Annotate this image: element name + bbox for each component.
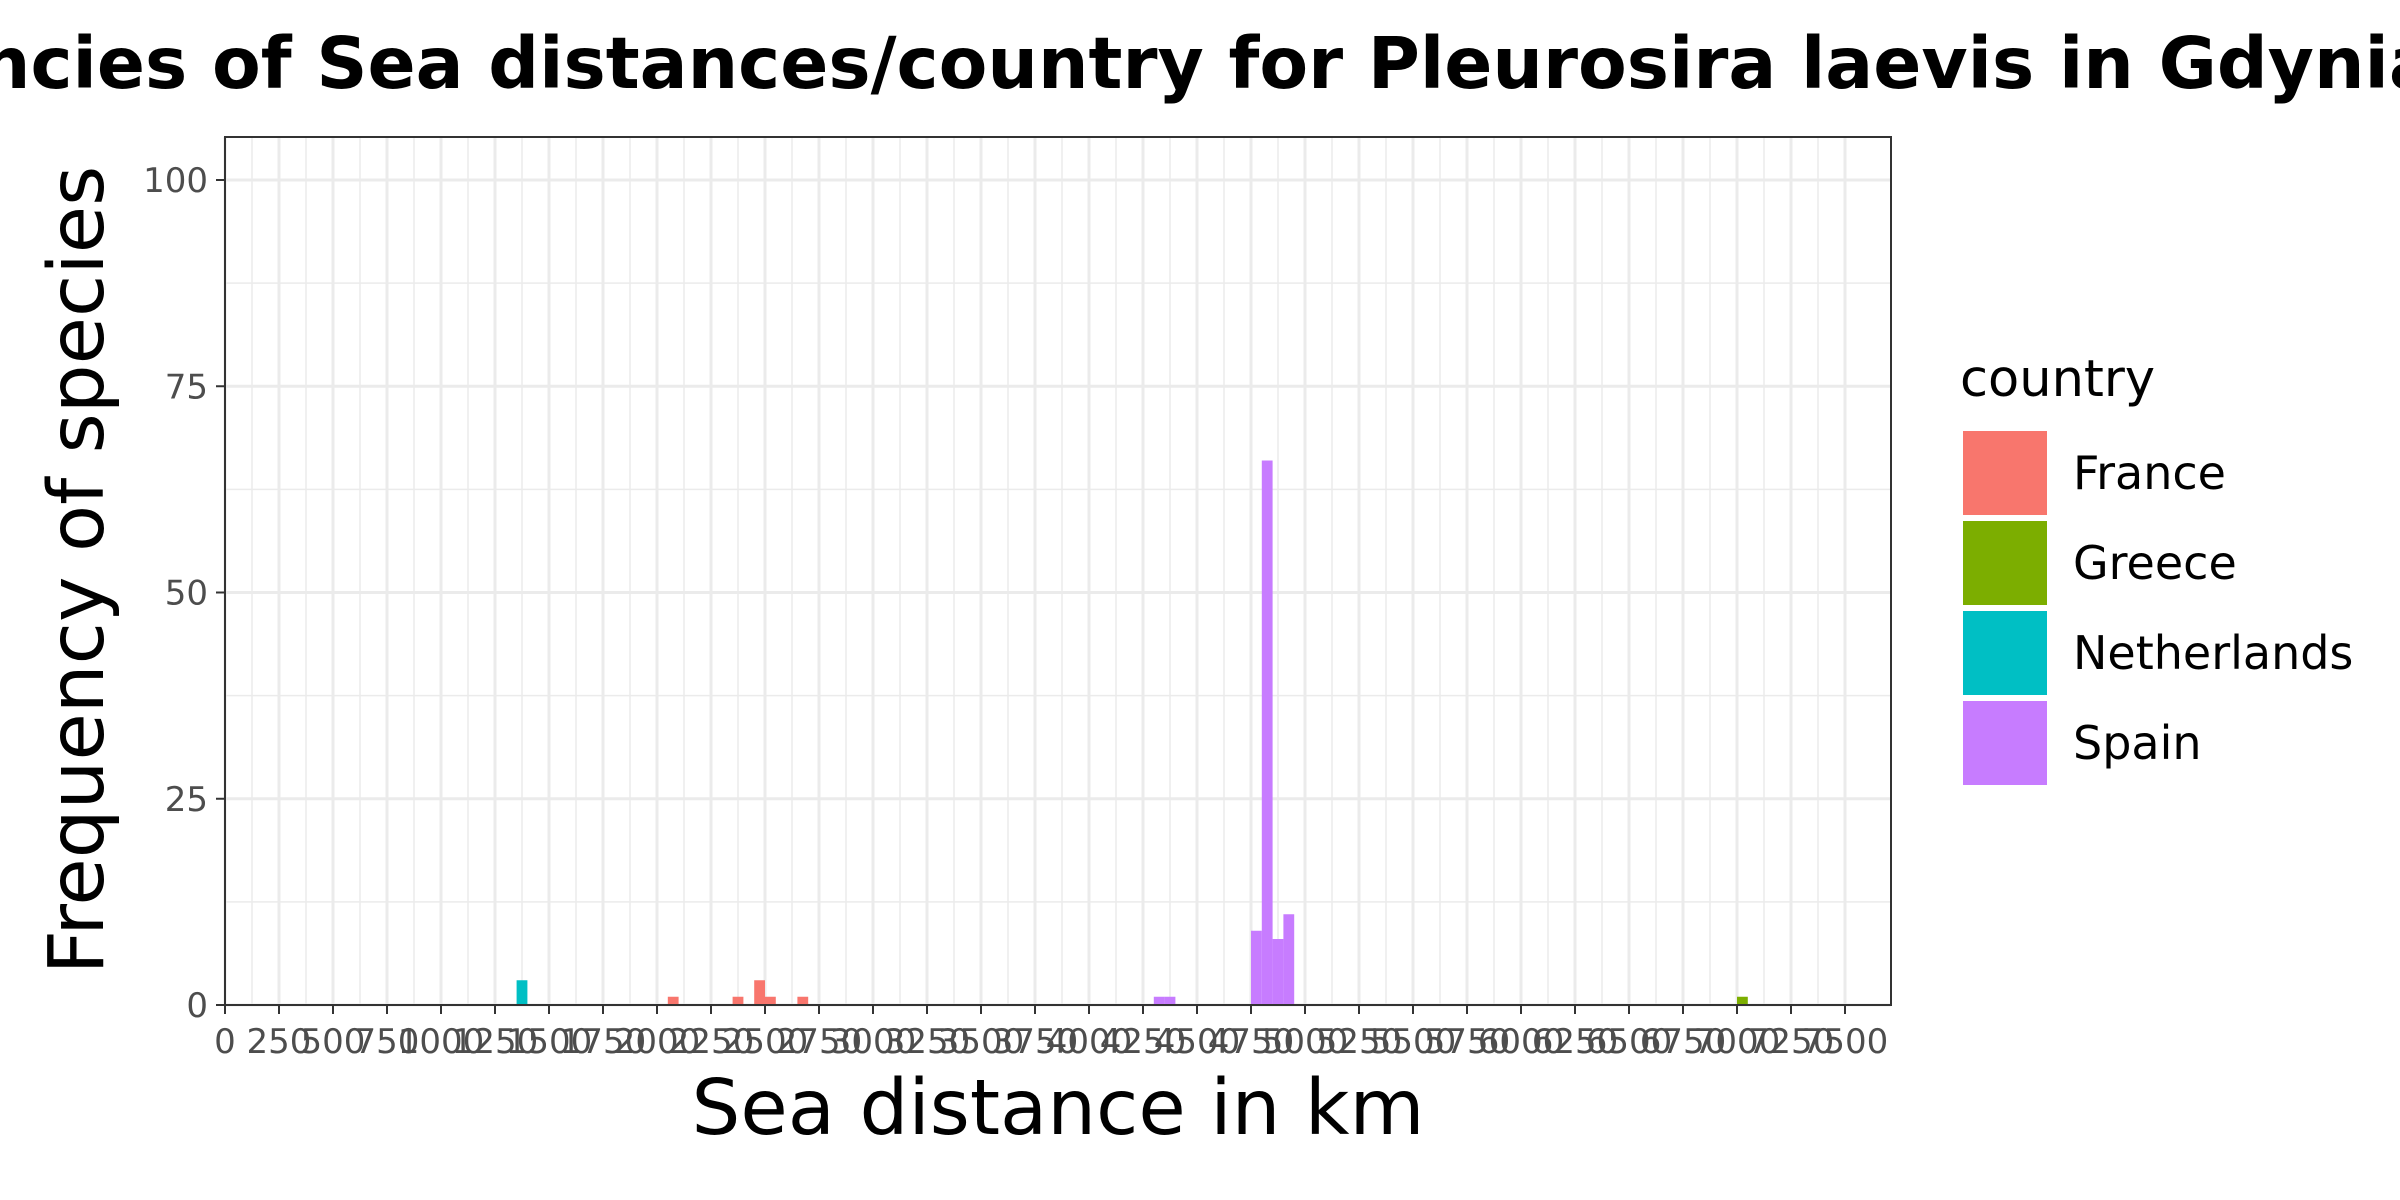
x-tick-label: 750 [355, 1022, 420, 1062]
legend-key-france [1963, 431, 2047, 515]
legend-key-spain [1963, 701, 2047, 785]
x-tick-label: 250 [247, 1022, 312, 1062]
x-tick-label: 4750 [1208, 1022, 1295, 1062]
bar-france [754, 980, 765, 1005]
y-axis: 0 25 50 75 100 [143, 161, 225, 1026]
x-tick-label: 6250 [1532, 1022, 1619, 1062]
x-tick-label: 6500 [1586, 1022, 1673, 1062]
legend: country France Greece Netherlands Spain [1960, 350, 2353, 785]
x-tick-label: 5500 [1370, 1022, 1457, 1062]
bar-spain [1164, 996, 1176, 1005]
x-tick-label: 500 [301, 1022, 366, 1062]
x-tick-label: 6000 [1478, 1022, 1565, 1062]
x-tick-label: 1250 [452, 1022, 539, 1062]
x-tick-label: 0 [214, 1022, 236, 1062]
x-tick-label: 3500 [938, 1022, 1025, 1062]
x-tick-label: 5250 [1316, 1022, 1403, 1062]
legend-label-spain: Spain [2073, 716, 2202, 770]
x-tick-label: 2250 [668, 1022, 755, 1062]
x-tick-label: 5000 [1262, 1022, 1349, 1062]
y-tick-label: 50 [165, 574, 208, 614]
x-tick-label: 7000 [1694, 1022, 1781, 1062]
plot-border [224, 136, 1892, 1006]
y-axis-title: Frequency of species [33, 166, 122, 975]
x-tick-label: 3750 [992, 1022, 1079, 1062]
x-tick-label: 7250 [1748, 1022, 1835, 1062]
y-tick-label: 100 [143, 161, 208, 201]
y-tick-label: 25 [165, 780, 208, 820]
x-tick-label: 1750 [560, 1022, 647, 1062]
chart-title: Frequencies of Sea distances/country for… [0, 22, 2400, 105]
x-tick-label: 2500 [722, 1022, 809, 1062]
plot-panel [225, 137, 1891, 1005]
x-tick-label: 2750 [776, 1022, 863, 1062]
x-tick-label: 4500 [1154, 1022, 1241, 1062]
y-tick-label: 0 [186, 986, 208, 1026]
x-tick-label: 4000 [1046, 1022, 1133, 1062]
bars [516, 460, 1748, 1005]
legend-label-greece: Greece [2073, 536, 2237, 590]
bar-spain [1261, 460, 1273, 1005]
x-tick-label: 3250 [884, 1022, 971, 1062]
legend-key-netherlands [1963, 611, 2047, 695]
bar-spain [1283, 914, 1295, 1005]
x-axis: 0 250500750100012501500175020002250250027… [214, 1005, 1888, 1062]
bar-france [765, 996, 776, 1005]
bar-france [797, 996, 809, 1005]
x-tick-label: 4250 [1100, 1022, 1187, 1062]
legend-key-greece [1963, 521, 2047, 605]
grid-minor [225, 137, 1891, 1005]
y-tick-label: 75 [165, 367, 208, 407]
legend-label-netherlands: Netherlands [2073, 626, 2353, 680]
x-tick-label: 5750 [1424, 1022, 1511, 1062]
x-tick-label: 7500 [1802, 1022, 1889, 1062]
bar-netherlands [516, 980, 528, 1005]
bar-france [667, 996, 679, 1005]
x-tick-label: 1500 [506, 1022, 593, 1062]
legend-title: country [1960, 350, 2155, 409]
bar-spain [1153, 996, 1165, 1005]
bar-france [732, 996, 744, 1005]
bar-spain [1251, 930, 1262, 1005]
x-axis-title: Sea distance in km [692, 1064, 1425, 1153]
bar-spain [1272, 939, 1284, 1005]
legend-label-france: France [2073, 446, 2226, 500]
x-tick-label: 6750 [1640, 1022, 1727, 1062]
bar-greece [1737, 996, 1748, 1005]
x-tick-label: 2000 [614, 1022, 701, 1062]
x-tick-label: 3000 [830, 1022, 917, 1062]
x-tick-label: 1000 [398, 1022, 485, 1062]
